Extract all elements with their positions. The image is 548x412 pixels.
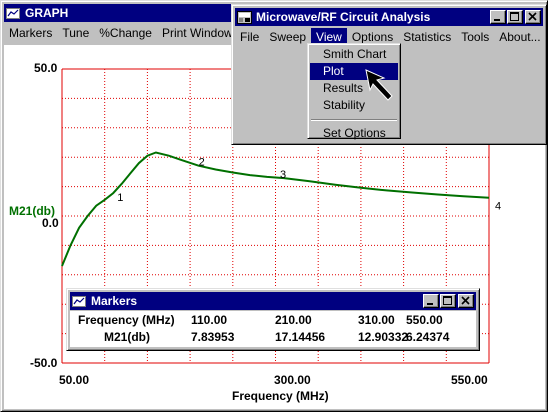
menu-sweep[interactable]: Sweep [269, 30, 307, 44]
menu-change[interactable]: %Change [99, 26, 152, 40]
marker-label: 2 [199, 157, 205, 169]
markers-app-icon [72, 295, 87, 308]
cursor-arrow-icon [365, 69, 393, 101]
close-icon[interactable] [458, 294, 474, 308]
series-line-m21 [61, 151, 490, 267]
marker-value: 210.00 [275, 313, 312, 327]
table-row: Frequency (MHz) 110.00 210.00 310.00 550… [70, 312, 476, 329]
x-tick-mid: 300.00 [274, 373, 311, 387]
x-tick-left: 50.00 [59, 373, 90, 387]
menu-item-set-options[interactable]: Set Options [323, 126, 386, 140]
x-tick-right: 550.00 [451, 373, 488, 387]
menu-view[interactable]: View [311, 28, 347, 46]
y-tick-bottom: -50.0 [30, 356, 58, 370]
y-tick-mid: 0.0 [42, 216, 59, 230]
x-axis-label: Frequency (MHz) [232, 389, 329, 403]
close-icon[interactable] [525, 10, 541, 24]
menu-tune[interactable]: Tune [62, 26, 90, 40]
maximize-icon[interactable] [507, 10, 523, 24]
marker-value: 310.00 [358, 313, 395, 327]
marker-value: 7.83953 [191, 330, 235, 344]
mw-app-icon [237, 10, 252, 24]
marker-value: 550.00 [406, 313, 443, 327]
marker-label: 4 [495, 201, 501, 213]
markers-title: Markers [91, 294, 138, 308]
markers-table: Frequency (MHz) 110.00 210.00 310.00 550… [70, 311, 476, 347]
menu-separator [311, 119, 397, 121]
menu-print-window[interactable]: Print Window [161, 26, 233, 40]
graph-menubar: Markers Tune %Change Print Window [4, 23, 544, 43]
menu-options[interactable]: Options [351, 30, 394, 44]
marker-value: 110.00 [191, 313, 228, 327]
marker-label: 3 [280, 169, 286, 181]
mw-titlebar[interactable]: Microwave/RF Circuit Analysis [235, 8, 543, 26]
markers-titlebar[interactable]: Markers [70, 292, 476, 310]
mw-menubar: File Sweep View Options Statistics Tools… [235, 27, 543, 47]
row-label: Frequency (MHz) [78, 313, 175, 327]
graph-title: GRAPH [25, 6, 69, 20]
menu-file[interactable]: File [240, 30, 260, 44]
graph-app-icon [6, 7, 21, 20]
maximize-icon[interactable] [440, 294, 456, 308]
marker-value: 17.14456 [275, 330, 326, 344]
menu-markers[interactable]: Markers [9, 26, 53, 40]
menu-statistics[interactable]: Statistics [403, 30, 452, 44]
menu-item-smith-chart[interactable]: Smith Chart [323, 47, 387, 61]
minimize-icon[interactable] [423, 294, 439, 308]
table-row: M21(db) 7.83953 17.14456 12.90332 6.2437… [70, 329, 476, 346]
menu-item-stability[interactable]: Stability [323, 98, 366, 112]
row-label: M21(db) [104, 330, 150, 344]
y-tick-top: 50.0 [34, 61, 58, 75]
marker-label: 1 [117, 192, 123, 204]
y-axis-label: M21(db) [9, 204, 55, 218]
marker-value: 12.90332 [358, 330, 409, 344]
menu-item-results[interactable]: Results [323, 81, 364, 95]
marker-value: 6.24374 [406, 330, 450, 344]
menu-about[interactable]: About... [499, 30, 541, 44]
minimize-icon[interactable] [490, 10, 506, 24]
mw-title: Microwave/RF Circuit Analysis [256, 10, 431, 24]
menu-tools[interactable]: Tools [461, 30, 490, 44]
markers-window: Markers Frequency (MHz) 110.00 210.00 31… [66, 288, 480, 351]
